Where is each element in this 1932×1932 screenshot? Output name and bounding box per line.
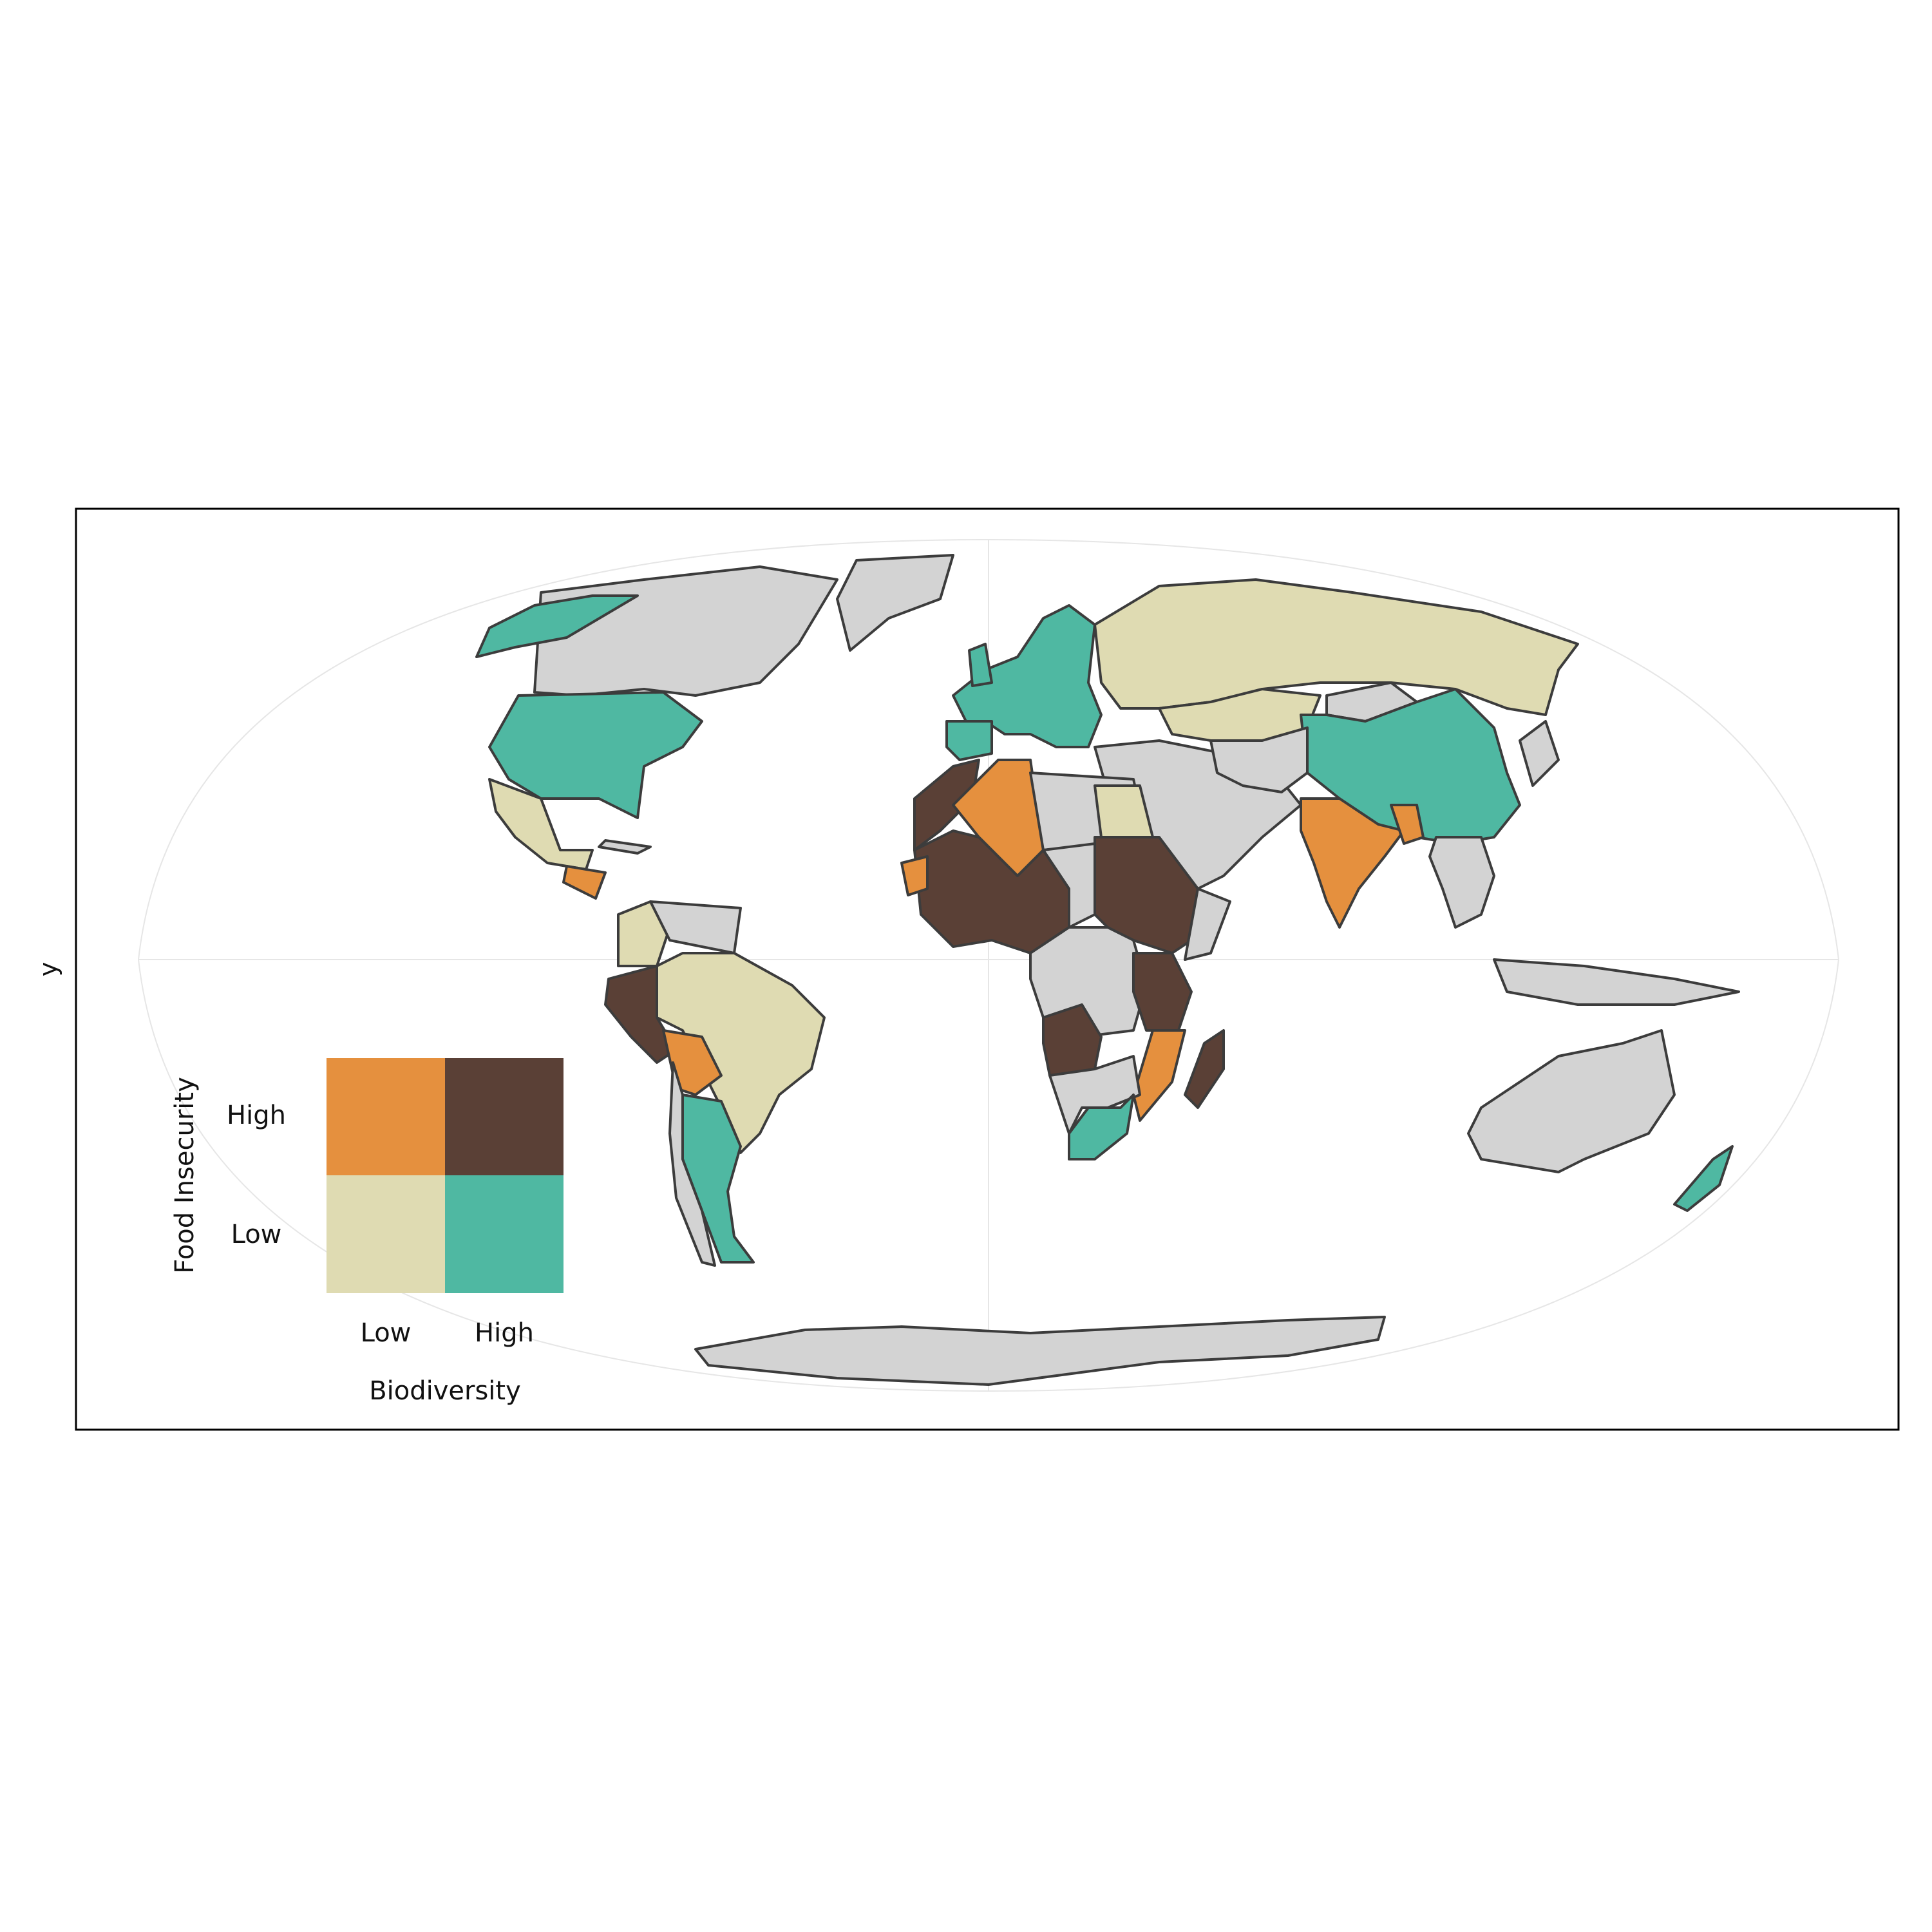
country-chile — [668, 1061, 716, 1267]
country-central-asia — [1209, 726, 1309, 793]
legend-x-level-low: Low — [361, 1318, 412, 1348]
y-axis-label: y — [34, 962, 62, 977]
legend-x-level-high: High — [475, 1318, 534, 1348]
legend-cell-low-high — [445, 1175, 564, 1293]
country-chad — [1042, 842, 1096, 929]
country-myanmar — [1390, 804, 1425, 845]
country-usa — [488, 691, 703, 819]
country-india — [1300, 797, 1405, 929]
legend-y-level-high: High — [227, 1101, 286, 1130]
countries — [475, 554, 1740, 1386]
legend-cell-low-low — [327, 1175, 445, 1293]
legend-x-title: Biodiversity — [369, 1376, 521, 1406]
country-japan — [1519, 720, 1560, 787]
legend-y-title: Food Insecurity — [170, 1077, 200, 1274]
legend-cell-high-low — [327, 1058, 445, 1175]
country-uk — [968, 643, 993, 687]
country-alaska — [475, 594, 639, 658]
country-somalia — [1184, 887, 1231, 961]
country-iberia — [945, 720, 993, 761]
country-australia — [1467, 1029, 1676, 1173]
country-southeast-asia — [1428, 836, 1495, 929]
country-indonesia — [1493, 958, 1740, 1006]
country-senegal — [900, 855, 929, 896]
country-colombia — [617, 900, 671, 967]
country-cuba — [598, 839, 652, 855]
country-south-africa — [1068, 1094, 1135, 1160]
country-greenland — [836, 554, 954, 652]
bivariate-legend: High Low Food Insecurity Low High Biodiv… — [170, 1058, 564, 1406]
country-peru — [604, 965, 677, 1064]
country-russia — [1094, 578, 1579, 716]
country-new-zealand — [1673, 1145, 1734, 1212]
legend-cell-high-high — [445, 1058, 564, 1175]
country-madagascar — [1184, 1029, 1225, 1109]
legend-y-level-low: Low — [231, 1220, 282, 1249]
country-central-america — [562, 865, 607, 900]
country-antarctica — [694, 1316, 1386, 1386]
